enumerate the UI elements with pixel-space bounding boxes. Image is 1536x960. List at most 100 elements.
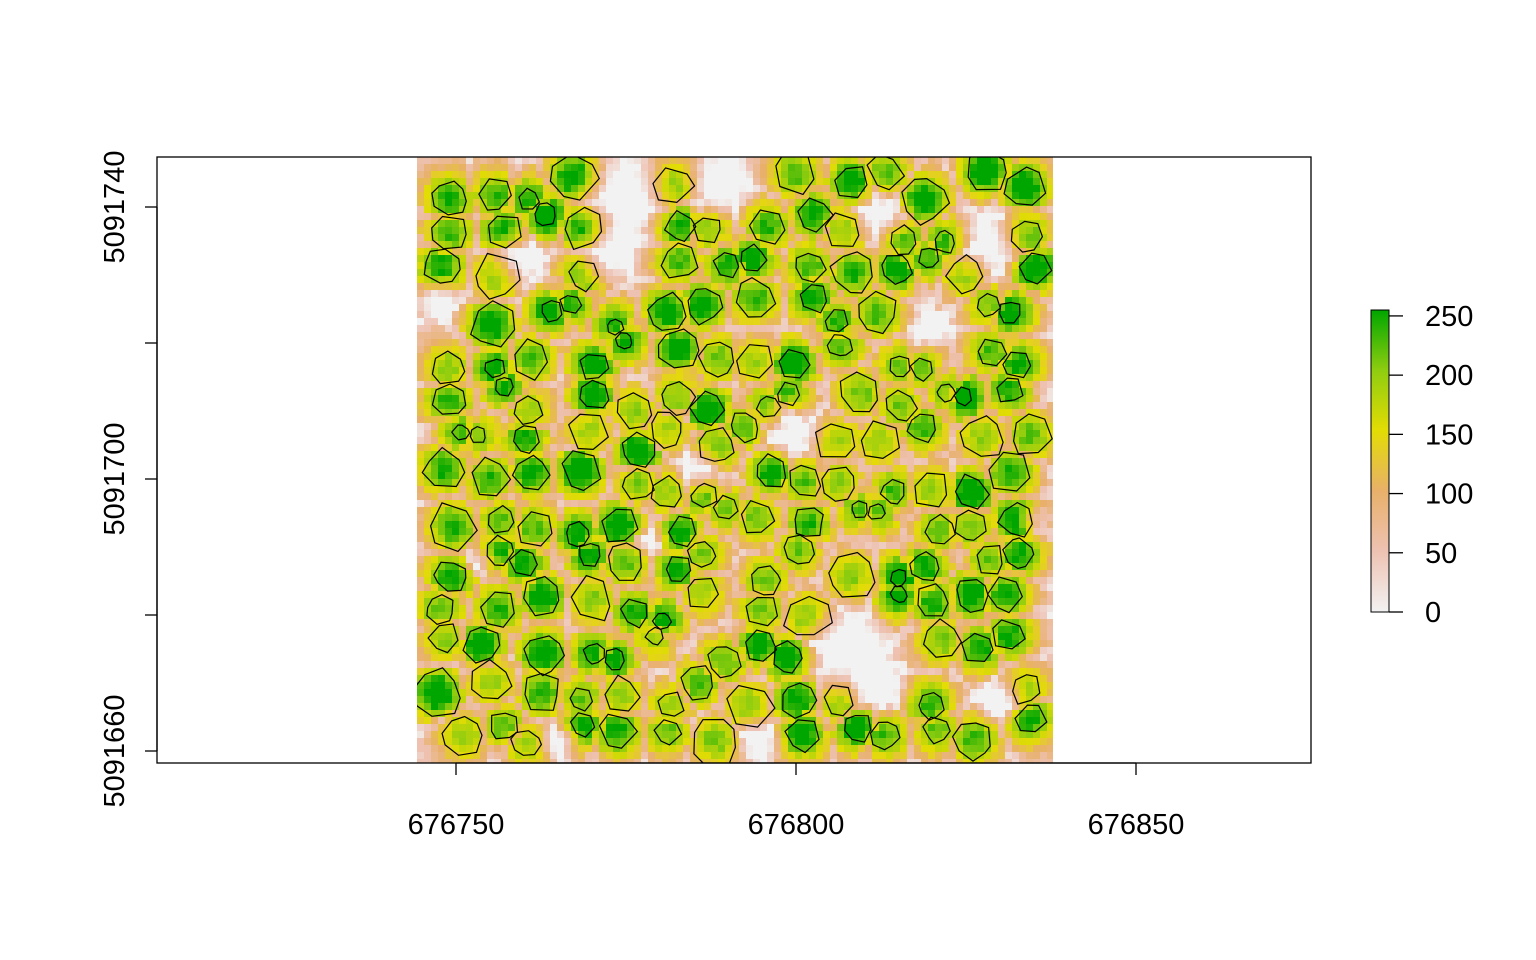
raster-cell [690, 297, 698, 305]
raster-cell [487, 437, 495, 445]
raster-cell [711, 633, 719, 641]
raster-cell [725, 486, 733, 494]
raster-cell [473, 416, 481, 424]
raster-cell [788, 479, 796, 487]
raster-cell [529, 689, 537, 697]
raster-cell [634, 738, 642, 746]
raster-cell [795, 500, 803, 508]
raster-cell [732, 234, 740, 242]
raster-cell [746, 367, 754, 375]
raster-cell [438, 493, 446, 501]
raster-cell [431, 696, 439, 704]
raster-cell [683, 353, 691, 361]
raster-cell [725, 311, 733, 319]
raster-cell [501, 318, 509, 326]
raster-cell [809, 374, 817, 382]
raster-cell [781, 493, 789, 501]
raster-cell [515, 612, 523, 620]
raster-cell [487, 605, 495, 613]
raster-cell [760, 318, 768, 326]
raster-cell [732, 661, 740, 669]
raster-cell [550, 465, 558, 473]
raster-cell [452, 654, 460, 662]
raster-cell [508, 402, 516, 410]
raster-cell [802, 549, 810, 557]
raster-cell [767, 549, 775, 557]
raster-cell [697, 598, 705, 606]
raster-cell [543, 731, 551, 739]
raster-cell [557, 381, 565, 389]
raster-cell [592, 325, 600, 333]
raster-cell [767, 612, 775, 620]
raster-cell [711, 360, 719, 368]
raster-cell [431, 157, 439, 165]
raster-cell [620, 255, 628, 263]
raster-cell [515, 437, 523, 445]
raster-cell [417, 234, 425, 242]
raster-cell [627, 171, 635, 179]
raster-cell [550, 311, 558, 319]
raster-cell [781, 332, 789, 340]
raster-cell [809, 486, 817, 494]
raster-cell [550, 570, 558, 578]
raster-cell [613, 269, 621, 277]
raster-cell [774, 542, 782, 550]
raster-cell [585, 577, 593, 585]
raster-cell [578, 430, 586, 438]
raster-cell [515, 696, 523, 704]
raster-cell [543, 451, 551, 459]
raster-cell [767, 465, 775, 473]
raster-cell [543, 563, 551, 571]
raster-cell [473, 542, 481, 550]
raster-cell [711, 745, 719, 753]
raster-cell [417, 738, 425, 746]
raster-cell [641, 703, 649, 711]
raster-cell [445, 283, 453, 291]
raster-cell [788, 752, 796, 760]
raster-cell [718, 612, 726, 620]
raster-cell [683, 493, 691, 501]
raster-cell [508, 717, 516, 725]
raster-cell [634, 262, 642, 270]
raster-cell [739, 584, 747, 592]
raster-cell [732, 577, 740, 585]
raster-cell [809, 549, 817, 557]
raster-cell [704, 682, 712, 690]
raster-cell [557, 507, 565, 515]
raster-cell [704, 332, 712, 340]
raster-cell [571, 493, 579, 501]
raster-cell [662, 703, 670, 711]
raster-cell [746, 353, 754, 361]
raster-cell [592, 332, 600, 340]
raster-cell [809, 493, 817, 501]
raster-cell [676, 444, 684, 452]
raster-cell [711, 528, 719, 536]
raster-cell [732, 346, 740, 354]
raster-cell [795, 241, 803, 249]
raster-cell [718, 682, 726, 690]
raster-cell [753, 745, 761, 753]
raster-cell [655, 248, 663, 256]
raster-cell [641, 332, 649, 340]
raster-cell [655, 395, 663, 403]
raster-cell [578, 227, 586, 235]
raster-cell [669, 318, 677, 326]
raster-cell [578, 535, 586, 543]
raster-cell [753, 220, 761, 228]
raster-cell [571, 535, 579, 543]
raster-cell [774, 192, 782, 200]
raster-cell [725, 542, 733, 550]
raster-cell [655, 591, 663, 599]
raster-cell [627, 668, 635, 676]
raster-cell [669, 479, 677, 487]
raster-cell [634, 710, 642, 718]
raster-cell [564, 640, 572, 648]
raster-cell [480, 164, 488, 172]
raster-cell [613, 633, 621, 641]
raster-cell [613, 682, 621, 690]
raster-cell [732, 192, 740, 200]
raster-cell [431, 255, 439, 263]
raster-cell [459, 626, 467, 634]
raster-cell [578, 248, 586, 256]
raster-cell [739, 472, 747, 480]
